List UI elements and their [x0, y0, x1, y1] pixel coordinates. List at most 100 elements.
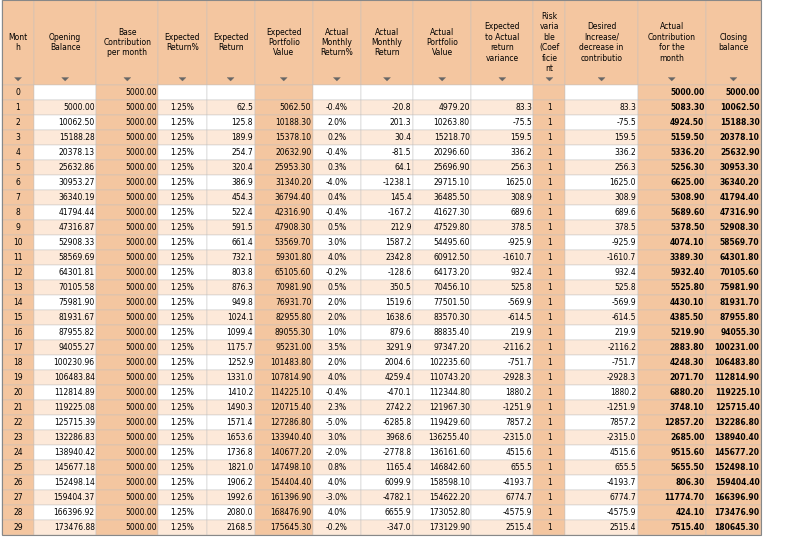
Bar — [313, 400, 361, 415]
Text: 77501.50: 77501.50 — [433, 298, 470, 307]
Text: 4: 4 — [15, 148, 20, 157]
Bar — [565, 400, 637, 415]
Bar — [637, 295, 706, 310]
Bar — [207, 460, 255, 475]
Bar — [565, 0, 637, 85]
Text: 64301.80: 64301.80 — [719, 253, 759, 262]
Text: -1610.7: -1610.7 — [503, 253, 532, 262]
Bar — [637, 460, 706, 475]
Bar — [471, 145, 534, 160]
Text: 0.4%: 0.4% — [328, 193, 346, 202]
Text: 4259.4: 4259.4 — [385, 373, 412, 382]
Text: 12857.20: 12857.20 — [664, 418, 705, 427]
Text: -1251.9: -1251.9 — [503, 403, 532, 412]
Text: 6625.00: 6625.00 — [670, 178, 705, 187]
Bar — [706, 520, 761, 535]
Text: 173129.90: 173129.90 — [429, 523, 470, 532]
Bar — [361, 505, 413, 520]
Bar — [313, 430, 361, 445]
Bar — [158, 415, 207, 430]
Text: 64301.81: 64301.81 — [58, 268, 95, 277]
Text: Opening
Balance: Opening Balance — [49, 33, 81, 52]
Bar — [255, 415, 313, 430]
Bar — [97, 220, 158, 235]
Text: 5000.00: 5000.00 — [125, 133, 157, 142]
Bar — [97, 475, 158, 490]
Bar — [255, 460, 313, 475]
Bar — [34, 100, 97, 115]
Text: 1: 1 — [547, 103, 551, 112]
Text: 1: 1 — [547, 343, 551, 352]
Bar — [158, 355, 207, 370]
Text: 173476.88: 173476.88 — [54, 523, 95, 532]
Text: -20.8: -20.8 — [392, 103, 412, 112]
Text: 30953.30: 30953.30 — [720, 163, 759, 172]
Text: 81931.67: 81931.67 — [58, 313, 95, 322]
Text: 0.8%: 0.8% — [328, 463, 346, 472]
Bar — [313, 265, 361, 280]
Bar — [706, 160, 761, 175]
Text: 1906.2: 1906.2 — [226, 478, 253, 487]
Text: 106483.80: 106483.80 — [714, 358, 759, 367]
Bar — [413, 85, 471, 100]
Text: 5000.00: 5000.00 — [125, 193, 157, 202]
Bar — [361, 475, 413, 490]
Text: 47908.30: 47908.30 — [275, 223, 311, 232]
Bar — [34, 235, 97, 250]
Bar — [706, 220, 761, 235]
Text: 5000.00: 5000.00 — [125, 463, 157, 472]
Text: 15188.28: 15188.28 — [59, 133, 95, 142]
Bar — [2, 490, 34, 505]
Bar — [158, 280, 207, 295]
Bar — [255, 100, 313, 115]
Text: 2071.70: 2071.70 — [670, 373, 705, 382]
Text: 112344.80: 112344.80 — [429, 388, 470, 397]
Bar — [97, 520, 158, 535]
Text: -751.7: -751.7 — [508, 358, 532, 367]
Text: -347.0: -347.0 — [387, 523, 412, 532]
Text: 806.30: 806.30 — [675, 478, 705, 487]
Text: 1165.4: 1165.4 — [385, 463, 412, 472]
Text: 159.5: 159.5 — [615, 133, 636, 142]
Text: 7857.2: 7857.2 — [505, 418, 532, 427]
Text: 100230.96: 100230.96 — [54, 358, 95, 367]
Bar — [534, 85, 565, 100]
Text: 25: 25 — [13, 463, 23, 472]
Text: 1880.2: 1880.2 — [610, 388, 636, 397]
Text: Risk
varia
ble
(Coef
ficie
nt: Risk varia ble (Coef ficie nt — [539, 12, 560, 73]
Text: 1519.6: 1519.6 — [385, 298, 412, 307]
Text: 138940.40: 138940.40 — [714, 433, 759, 442]
Bar — [565, 385, 637, 400]
Text: 3748.10: 3748.10 — [670, 403, 705, 412]
Text: 2.0%: 2.0% — [328, 298, 346, 307]
Bar — [313, 415, 361, 430]
Text: -4575.9: -4575.9 — [607, 508, 636, 517]
Bar — [413, 250, 471, 265]
Text: 20632.90: 20632.90 — [275, 148, 311, 157]
Text: 2168.5: 2168.5 — [227, 523, 253, 532]
Bar — [361, 310, 413, 325]
Text: 18: 18 — [13, 358, 23, 367]
Bar — [313, 490, 361, 505]
Text: 114225.10: 114225.10 — [271, 388, 311, 397]
Text: 5000.00: 5000.00 — [125, 313, 157, 322]
Bar — [706, 280, 761, 295]
Text: 0.5%: 0.5% — [328, 283, 346, 292]
Text: 100231.00: 100231.00 — [714, 343, 759, 352]
Text: 24: 24 — [13, 448, 23, 457]
Bar — [313, 175, 361, 190]
Bar — [313, 295, 361, 310]
Text: -128.6: -128.6 — [388, 268, 412, 277]
Text: 76931.70: 76931.70 — [275, 298, 311, 307]
Text: -75.5: -75.5 — [616, 118, 636, 127]
Text: -1238.1: -1238.1 — [383, 178, 412, 187]
Bar — [158, 190, 207, 205]
Bar — [97, 445, 158, 460]
Bar — [706, 325, 761, 340]
Text: 6099.9: 6099.9 — [385, 478, 412, 487]
Text: 5000.00: 5000.00 — [125, 328, 157, 337]
Text: 2515.4: 2515.4 — [610, 523, 636, 532]
Bar — [313, 460, 361, 475]
Text: 173052.80: 173052.80 — [429, 508, 470, 517]
Bar — [413, 295, 471, 310]
